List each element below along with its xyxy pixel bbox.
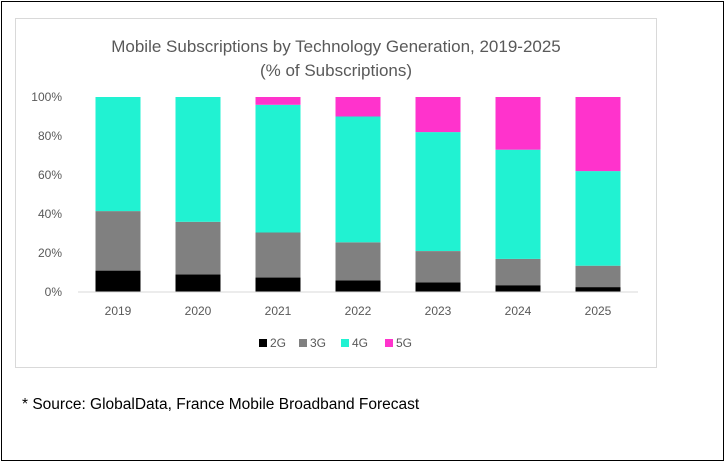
x-tick-label: 2025 <box>585 304 612 318</box>
bar-segment-5g-2024 <box>495 97 541 150</box>
x-axis: 2019 2020 2021 2022 2023 2024 2025 <box>105 304 612 318</box>
bar-segment-5g-2022 <box>335 97 381 117</box>
y-tick-label: 40% <box>38 207 62 221</box>
x-tick-label: 2024 <box>505 304 532 318</box>
y-tick-label: 0% <box>45 285 63 299</box>
legend-label: 5G <box>396 336 412 350</box>
legend-label: 4G <box>352 336 368 350</box>
x-tick-label: 2020 <box>185 304 212 318</box>
x-tick-label: 2022 <box>345 304 372 318</box>
bar-segment-4g-2024 <box>495 149 541 259</box>
bar-segment-4g-2025 <box>575 171 621 266</box>
bar-segment-3g-2024 <box>495 258 541 286</box>
y-tick-label: 80% <box>38 129 62 143</box>
bar-segment-5g-2021 <box>255 97 301 105</box>
bar-segment-3g-2021 <box>255 232 301 278</box>
bar-segment-3g-2020 <box>175 221 221 275</box>
legend-label: 3G <box>310 336 326 350</box>
x-tick-label: 2019 <box>105 304 132 318</box>
bar-segment-4g-2022 <box>335 116 381 243</box>
bar-segment-2g-2025 <box>575 287 621 292</box>
x-tick-label: 2021 <box>265 304 292 318</box>
legend-swatch-2g <box>259 339 267 347</box>
bar-segment-2g-2020 <box>175 274 221 292</box>
bar-segment-5g-2023 <box>415 97 461 133</box>
bars-group <box>95 97 621 293</box>
bar-segment-4g-2023 <box>415 132 461 251</box>
bar-segment-3g-2025 <box>575 265 621 288</box>
legend-swatch-4g <box>341 339 349 347</box>
bar-segment-2g-2021 <box>255 277 301 292</box>
chart-title: Mobile Subscriptions by Technology Gener… <box>111 37 561 56</box>
y-tick-label: 60% <box>38 168 62 182</box>
bar-segment-5g-2025 <box>575 97 621 172</box>
y-tick-label: 100% <box>31 90 62 104</box>
bar-segment-4g-2021 <box>255 104 301 233</box>
x-tick-label: 2023 <box>425 304 452 318</box>
bar-segment-2g-2024 <box>495 285 541 292</box>
legend-swatch-3g <box>299 339 307 347</box>
bar-segment-4g-2019 <box>95 97 141 212</box>
legend-swatch-5g <box>385 339 393 347</box>
source-note: * Source: GlobalData, France Mobile Broa… <box>22 396 420 413</box>
bar-segment-2g-2022 <box>335 280 381 292</box>
legend: 2G 3G 4G 5G <box>259 336 412 350</box>
y-tick-label: 20% <box>38 246 62 260</box>
bar-segment-2g-2019 <box>95 270 141 292</box>
bar-segment-4g-2020 <box>175 97 221 222</box>
bar-segment-2g-2023 <box>415 282 461 293</box>
chart-subtitle: (% of Subscriptions) <box>260 61 412 80</box>
bar-segment-3g-2022 <box>335 242 381 281</box>
legend-label: 2G <box>270 336 286 350</box>
y-axis: 0% 20% 40% 60% 80% 100% <box>31 90 62 299</box>
bar-segment-3g-2023 <box>415 251 461 283</box>
bar-segment-3g-2019 <box>95 211 141 271</box>
